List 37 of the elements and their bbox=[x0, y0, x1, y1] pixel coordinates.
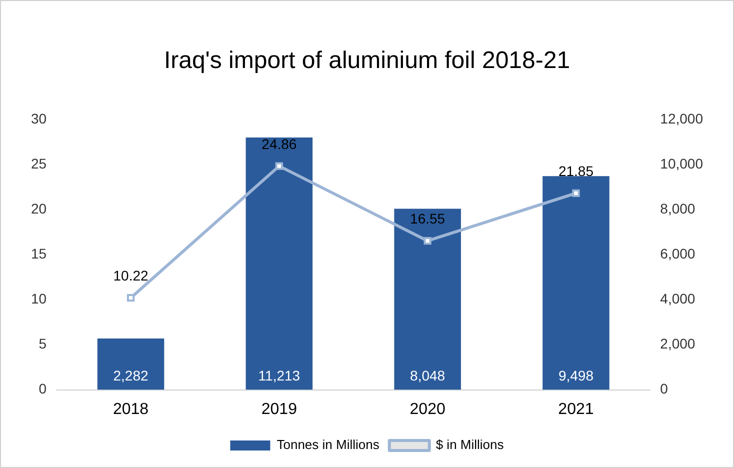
data-label: 10.22 bbox=[113, 268, 148, 284]
y-tick-label: 5 bbox=[38, 336, 47, 352]
point bbox=[424, 237, 432, 245]
bar bbox=[542, 176, 610, 390]
bar bbox=[246, 138, 313, 390]
point bbox=[572, 189, 580, 197]
y2-tick-label: 6,000 bbox=[660, 246, 696, 262]
x-tick-label: 2018 bbox=[112, 400, 149, 418]
data-label: 2,282 bbox=[113, 368, 148, 384]
data-label: 24.86 bbox=[262, 136, 297, 152]
legend-label: $ in Millions bbox=[436, 437, 504, 452]
legend-label: Tonnes in Millions bbox=[276, 437, 380, 452]
y-tick-label: 0 bbox=[38, 380, 47, 397]
y2-tick-label: 0 bbox=[660, 380, 668, 397]
data-label: 8,048 bbox=[410, 368, 446, 384]
data-label: 21.85 bbox=[558, 163, 594, 180]
y2-tick-label: 4,000 bbox=[660, 290, 696, 307]
y-tick-label: 15 bbox=[30, 246, 47, 262]
data-label: 16.55 bbox=[410, 210, 446, 227]
x-tick-label: 2019 bbox=[261, 400, 298, 418]
y2-tick-label: 2,000 bbox=[660, 336, 696, 352]
y2-tick-label: 8,000 bbox=[660, 200, 696, 217]
point bbox=[275, 162, 284, 170]
data-label: 11,213 bbox=[258, 368, 300, 384]
point bbox=[126, 294, 135, 302]
x-tick-label: 2020 bbox=[410, 400, 446, 418]
bar bbox=[394, 208, 461, 390]
y2-tick-label: 10,000 bbox=[660, 156, 704, 172]
chart-title: Iraq's import of aluminium foil 2018-21 bbox=[164, 47, 570, 74]
y2-tick-label: 12,000 bbox=[660, 110, 704, 127]
y-tick-label: 10 bbox=[30, 290, 47, 307]
data-label: 9,498 bbox=[558, 368, 594, 384]
y-tick-label: 30 bbox=[30, 110, 47, 127]
y-tick-label: 25 bbox=[30, 156, 47, 172]
y-tick-label: 20 bbox=[30, 200, 47, 217]
x-tick-label: 2021 bbox=[558, 400, 594, 418]
bar bbox=[97, 338, 164, 390]
